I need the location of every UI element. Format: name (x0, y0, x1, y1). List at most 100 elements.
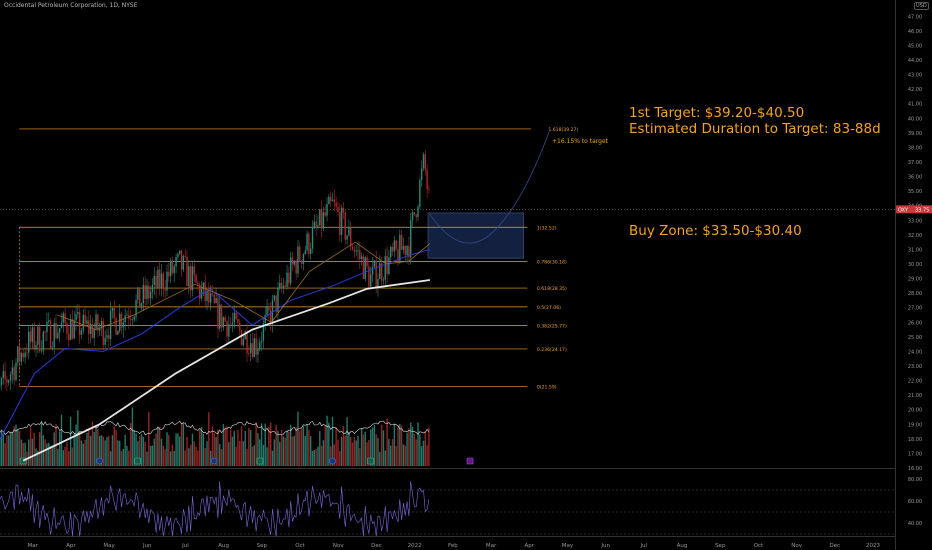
candle-body (284, 285, 286, 287)
volume-bar (84, 439, 86, 466)
candle-body (371, 266, 374, 275)
candle-body (384, 256, 386, 280)
candle-body (173, 266, 175, 274)
volume-bar (68, 451, 70, 466)
candle-body (379, 263, 381, 279)
ma-fast-line (0, 248, 431, 441)
volume-bar (351, 442, 354, 466)
volume-bar (242, 441, 245, 466)
candle-body (15, 362, 17, 381)
volume-bar (373, 424, 376, 466)
volume-bar (342, 426, 345, 466)
volume-bar (306, 423, 308, 466)
volume-bar (353, 437, 356, 466)
candle-body (122, 322, 125, 328)
volume-bar (31, 438, 34, 466)
candle-body (297, 246, 299, 274)
x-tick-label: Jun (142, 543, 152, 549)
candle-body (168, 271, 170, 277)
volume-bar (289, 424, 292, 466)
candle-body (22, 353, 24, 358)
volume-bar (211, 426, 214, 466)
candle-body (339, 211, 341, 235)
volume-bar (286, 430, 288, 466)
currency-badge[interactable]: USD (914, 2, 929, 10)
volume-bar (69, 416, 72, 466)
volume-bar (333, 444, 336, 466)
volume-bar (269, 422, 272, 466)
y-tick-label: 33.00 (908, 218, 922, 224)
candle-body (44, 331, 46, 333)
volume-bar (20, 439, 23, 466)
volume-bar (128, 450, 130, 466)
candle-body (20, 353, 23, 362)
candle-body (146, 285, 148, 299)
volume-bar (379, 451, 381, 466)
target-annotation: 1st Target: $39.20-$40.50 (629, 105, 805, 121)
volume-bar (313, 449, 316, 466)
candle-body (399, 234, 401, 263)
candle-body (246, 331, 248, 354)
volume-bar (129, 422, 132, 466)
candle-body (368, 266, 370, 287)
volume-bar (355, 440, 357, 466)
candle-body (33, 327, 35, 349)
volume-bar (195, 446, 197, 466)
volume-bar (382, 430, 385, 466)
candle-body (337, 206, 339, 212)
volume-bar (11, 431, 14, 466)
candle-body (80, 330, 83, 335)
duration-annotation: Estimated Duration to Target: 83-88d (629, 121, 881, 137)
volume-bar (75, 424, 77, 466)
volume-bar (98, 435, 101, 466)
volume-bar (255, 422, 257, 466)
volume-bar (377, 438, 379, 466)
candle-body (57, 332, 59, 339)
ticker-badge (896, 205, 914, 214)
candle-body (269, 310, 272, 325)
candle-body (188, 266, 190, 286)
candle-body (208, 290, 210, 303)
volume-bar (177, 433, 179, 466)
volume-bar (189, 444, 192, 466)
y-tick-label: 38.00 (908, 145, 922, 151)
candle-body (55, 322, 57, 339)
volume-bar (78, 431, 81, 466)
volume-bar (386, 418, 388, 466)
candle-body (191, 266, 194, 291)
candle-body (153, 275, 155, 285)
volume-bar (335, 427, 337, 466)
volume-bar (184, 450, 186, 466)
candle-body (179, 250, 181, 254)
volume-bar (295, 427, 297, 466)
candle-body (300, 260, 303, 264)
volume-bar (362, 434, 365, 466)
volume-bar (73, 433, 75, 466)
volume-bar (124, 434, 126, 466)
candle-body (306, 233, 308, 251)
x-tick-label: Apr (66, 543, 76, 549)
candle-body (111, 307, 114, 311)
volume-bar (58, 431, 61, 466)
candle-body (382, 279, 385, 281)
volume-bar (93, 432, 95, 466)
candle-body (97, 314, 99, 331)
fib-label: 0.236(24.17) (537, 347, 567, 353)
fib-label: 1.618(39.27) (548, 127, 578, 133)
candle-body (362, 256, 365, 280)
candle-body (199, 284, 201, 299)
x-tick-label: 2023 (866, 543, 880, 549)
candle-body (86, 320, 88, 324)
volume-bar (322, 440, 325, 466)
y-tick-label: 30.00 (908, 262, 922, 268)
candle-body (406, 245, 408, 255)
volume-bar (248, 427, 250, 466)
volume-bar (371, 427, 374, 466)
candle-body (222, 317, 225, 328)
candle-body (289, 257, 292, 284)
volume-bar (426, 445, 428, 466)
zones (427, 212, 524, 259)
volume-bar (111, 435, 114, 466)
candle-body (233, 312, 235, 323)
